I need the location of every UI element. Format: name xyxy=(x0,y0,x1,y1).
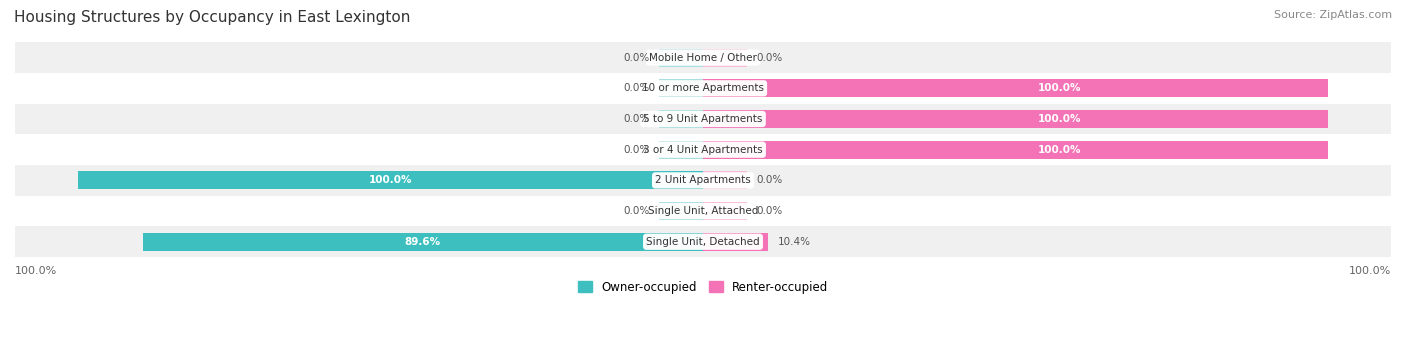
Text: 100.0%: 100.0% xyxy=(1038,114,1081,124)
Text: 100.0%: 100.0% xyxy=(1038,145,1081,155)
Text: Single Unit, Detached: Single Unit, Detached xyxy=(647,237,759,247)
Text: 0.0%: 0.0% xyxy=(756,206,782,216)
Text: 0.0%: 0.0% xyxy=(624,206,650,216)
Bar xyxy=(703,49,747,66)
Text: Source: ZipAtlas.com: Source: ZipAtlas.com xyxy=(1274,10,1392,20)
Text: 10.4%: 10.4% xyxy=(778,237,810,247)
Text: 100.0%: 100.0% xyxy=(1038,83,1081,93)
Bar xyxy=(15,196,1391,226)
Bar xyxy=(15,226,1391,257)
Bar xyxy=(703,79,1329,97)
Text: 100.0%: 100.0% xyxy=(15,266,58,276)
Bar xyxy=(659,49,703,66)
Bar xyxy=(15,165,1391,196)
Text: 0.0%: 0.0% xyxy=(624,145,650,155)
Bar xyxy=(15,42,1391,73)
Text: Single Unit, Attached: Single Unit, Attached xyxy=(648,206,758,216)
Bar xyxy=(703,202,747,220)
Text: 89.6%: 89.6% xyxy=(405,237,441,247)
Text: 0.0%: 0.0% xyxy=(756,53,782,63)
Text: 10 or more Apartments: 10 or more Apartments xyxy=(643,83,763,93)
Bar xyxy=(703,110,1329,128)
Text: 3 or 4 Unit Apartments: 3 or 4 Unit Apartments xyxy=(643,145,763,155)
Bar xyxy=(703,172,747,189)
Bar xyxy=(703,233,768,251)
Bar xyxy=(659,202,703,220)
Bar xyxy=(15,134,1391,165)
Bar xyxy=(77,172,703,189)
Text: 5 to 9 Unit Apartments: 5 to 9 Unit Apartments xyxy=(644,114,762,124)
Bar xyxy=(15,104,1391,134)
Bar xyxy=(142,233,703,251)
Bar xyxy=(703,141,1329,159)
Text: Housing Structures by Occupancy in East Lexington: Housing Structures by Occupancy in East … xyxy=(14,10,411,25)
Bar xyxy=(659,141,703,159)
Text: 0.0%: 0.0% xyxy=(624,53,650,63)
Bar xyxy=(659,110,703,128)
Text: 0.0%: 0.0% xyxy=(624,83,650,93)
Text: 2 Unit Apartments: 2 Unit Apartments xyxy=(655,175,751,186)
Text: 100.0%: 100.0% xyxy=(368,175,412,186)
Text: 0.0%: 0.0% xyxy=(756,175,782,186)
Legend: Owner-occupied, Renter-occupied: Owner-occupied, Renter-occupied xyxy=(572,276,834,298)
Text: 100.0%: 100.0% xyxy=(1348,266,1391,276)
Bar xyxy=(15,73,1391,104)
Text: Mobile Home / Other: Mobile Home / Other xyxy=(650,53,756,63)
Bar xyxy=(659,79,703,97)
Text: 0.0%: 0.0% xyxy=(624,114,650,124)
